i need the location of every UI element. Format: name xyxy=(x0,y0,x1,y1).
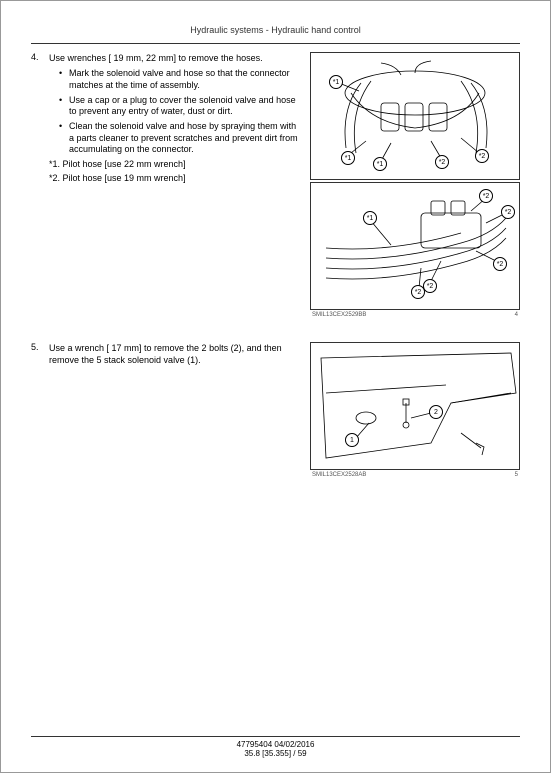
bullet-list: Mark the solenoid valve and hose so that… xyxy=(49,68,302,156)
header-title: Hydraulic systems - Hydraulic hand contr… xyxy=(190,25,361,35)
step-4: 4. Use wrenches [ 19 mm, 22 mm] to remov… xyxy=(31,52,520,322)
figure-bolt-removal: 1 2 xyxy=(310,342,520,470)
page-header: Hydraulic systems - Hydraulic hand contr… xyxy=(1,1,550,35)
caption-code: SMIL13CEX2529BB xyxy=(312,312,366,318)
step-body: Use a wrench [ 17 mm] to remove the 2 bo… xyxy=(49,342,520,482)
note-line: *1. Pilot hose [use 22 mm wrench] xyxy=(49,159,302,171)
callout-label: *2 xyxy=(435,155,449,169)
step-figures: 1 2 SMIL13CEX2528AB 5 xyxy=(310,342,520,482)
callout-label: *2 xyxy=(423,279,437,293)
figure-solenoid-side: *2 *2 *1 *2 *2 *2 xyxy=(310,182,520,310)
bullet-item: Clean the solenoid valve and hose by spr… xyxy=(59,121,302,156)
step-lead: Use a wrench [ 17 mm] to remove the 2 bo… xyxy=(49,342,302,366)
callout-label: *1 xyxy=(329,75,343,89)
callout-label: *2 xyxy=(493,257,507,271)
caption-num: 4 xyxy=(515,312,518,318)
footer-divider xyxy=(31,736,520,737)
step-figures: *1 *1 *1 *2 *2 xyxy=(310,52,520,322)
figure-solenoid-top: *1 *1 *1 *2 *2 xyxy=(310,52,520,180)
step-number: 4. xyxy=(31,52,49,322)
content-area: 4. Use wrenches [ 19 mm, 22 mm] to remov… xyxy=(1,44,550,482)
callout-label: *2 xyxy=(475,149,489,163)
step-text: Use a wrench [ 17 mm] to remove the 2 bo… xyxy=(49,342,302,482)
step-text: Use wrenches [ 19 mm, 22 mm] to remove t… xyxy=(49,52,302,322)
callout-label: *2 xyxy=(411,285,425,299)
caption-num: 5 xyxy=(515,472,518,478)
step-5: 5. Use a wrench [ 17 mm] to remove the 2… xyxy=(31,342,520,482)
page-footer: 47795404 04/02/2016 35.8 [35.355] / 59 xyxy=(1,736,550,758)
footer-line-2: 35.8 [35.355] / 59 xyxy=(1,749,550,758)
footer-line-1: 47795404 04/02/2016 xyxy=(1,740,550,749)
caption-code: SMIL13CEX2528AB xyxy=(312,472,366,478)
note-line: *2. Pilot hose [use 19 mm wrench] xyxy=(49,173,302,185)
bullet-item: Mark the solenoid valve and hose so that… xyxy=(59,68,302,91)
step-body: Use wrenches [ 19 mm, 22 mm] to remove t… xyxy=(49,52,520,322)
step-number: 5. xyxy=(31,342,49,482)
callout-label: 2 xyxy=(429,405,443,419)
figure-caption: SMIL13CEX2528AB 5 xyxy=(310,472,520,482)
callout-label: *1 xyxy=(373,157,387,171)
step-lead: Use wrenches [ 19 mm, 22 mm] to remove t… xyxy=(49,52,302,64)
figure-caption: SMIL13CEX2529BB 4 xyxy=(310,312,520,322)
callout-label: 1 xyxy=(345,433,359,447)
callout-label: *2 xyxy=(479,189,493,203)
callout-label: *1 xyxy=(363,211,377,225)
bullet-item: Use a cap or a plug to cover the solenoi… xyxy=(59,95,302,118)
callout-label: *1 xyxy=(341,151,355,165)
callout-label: *2 xyxy=(501,205,515,219)
